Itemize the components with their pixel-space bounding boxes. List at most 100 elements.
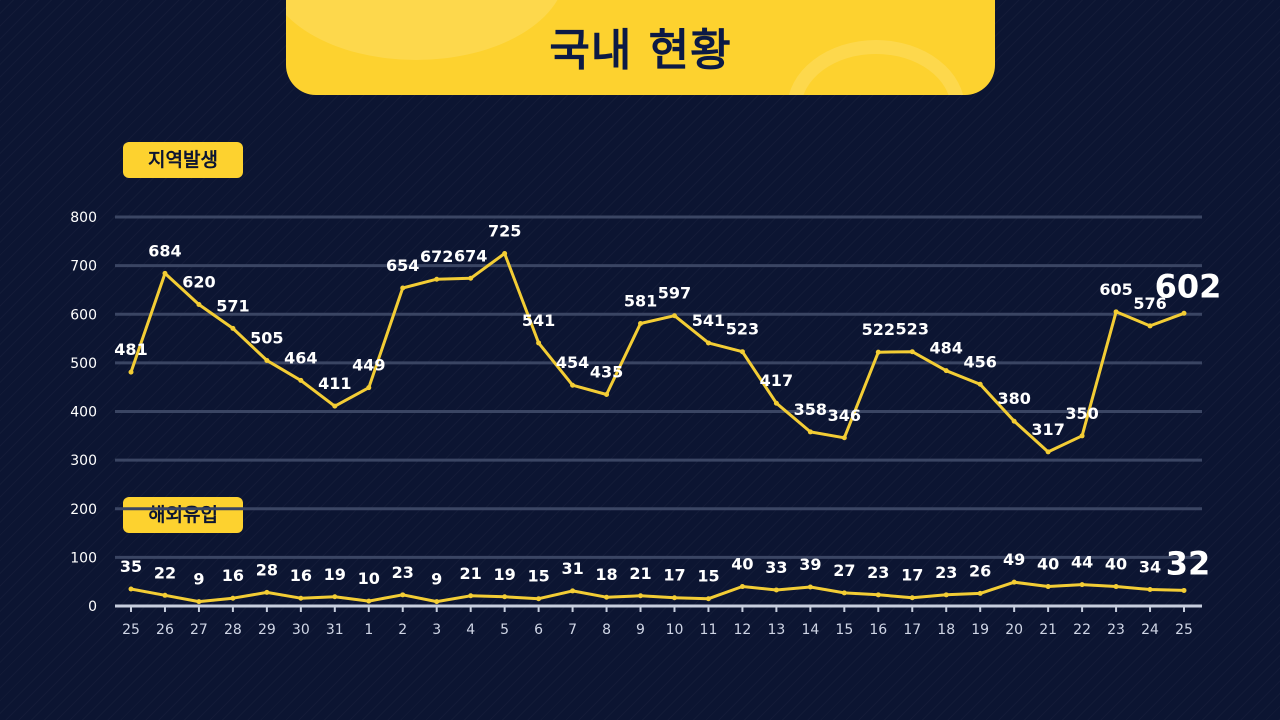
x-tick-label: 15 <box>835 622 853 638</box>
data-label: 597 <box>658 284 691 303</box>
data-point <box>536 340 542 346</box>
data-label: 35 <box>120 557 142 576</box>
x-tick-label: 10 <box>666 622 684 638</box>
data-point <box>739 584 745 590</box>
x-tick-label: 4 <box>466 622 475 638</box>
data-point <box>875 349 881 355</box>
data-point <box>366 598 372 604</box>
data-label: 9 <box>431 570 442 589</box>
data-label: 456 <box>963 352 996 371</box>
data-label: 346 <box>828 406 861 425</box>
data-point <box>400 285 406 291</box>
data-label: 44 <box>1071 553 1093 572</box>
data-label: 674 <box>454 246 487 265</box>
data-point <box>1011 579 1017 585</box>
data-point <box>264 589 270 595</box>
data-point <box>400 592 406 598</box>
data-label: 417 <box>760 371 793 390</box>
x-tick-label: 17 <box>903 622 921 638</box>
data-point <box>1113 309 1119 315</box>
data-point <box>943 592 949 598</box>
data-point <box>977 590 983 596</box>
data-point <box>638 593 644 599</box>
data-label: 33 <box>765 558 787 577</box>
data-label: 18 <box>595 565 617 584</box>
x-tick-label: 30 <box>292 622 310 638</box>
data-label: 571 <box>216 296 249 315</box>
data-label: 454 <box>556 353 589 372</box>
data-point <box>671 313 677 319</box>
data-point <box>128 586 134 592</box>
data-point <box>977 381 983 387</box>
data-point <box>807 429 813 435</box>
data-point <box>909 595 915 601</box>
data-label: 16 <box>290 566 312 585</box>
x-tick-label: 16 <box>869 622 887 638</box>
data-point <box>773 587 779 593</box>
tag-imported: 해외유입 <box>123 497 243 533</box>
x-tick-label: 6 <box>534 622 543 638</box>
data-label: 17 <box>901 566 923 585</box>
data-point <box>1079 582 1085 588</box>
data-label: 484 <box>930 339 963 358</box>
data-label: 40 <box>1037 555 1059 574</box>
title-banner: 국내 현황 <box>286 0 995 95</box>
data-label: 23 <box>935 563 957 582</box>
data-label: 541 <box>522 311 555 330</box>
data-point <box>434 599 440 605</box>
data-label: 576 <box>1133 294 1166 313</box>
data-point <box>298 377 304 383</box>
data-label: 523 <box>726 320 759 339</box>
data-point <box>570 588 576 594</box>
x-tick-label: 3 <box>432 622 441 638</box>
data-point <box>909 349 915 355</box>
data-point <box>230 325 236 331</box>
data-label: 505 <box>250 328 283 347</box>
y-tick-label: 300 <box>70 453 97 469</box>
data-label: 40 <box>1105 555 1127 574</box>
data-label-highlight: 32 <box>1166 544 1211 582</box>
y-tick-label: 700 <box>70 259 97 275</box>
data-label: 10 <box>358 569 380 588</box>
x-tick-label: 25 <box>1175 622 1193 638</box>
x-tick-label: 25 <box>122 622 140 638</box>
data-point <box>230 595 236 601</box>
data-label: 16 <box>222 566 244 585</box>
data-label: 23 <box>867 563 889 582</box>
data-point <box>739 349 745 355</box>
data-label: 350 <box>1065 404 1098 423</box>
data-point <box>196 599 202 605</box>
data-point <box>1113 584 1119 590</box>
x-tick-label: 1 <box>364 622 373 638</box>
data-point <box>1045 584 1051 590</box>
data-label: 581 <box>624 291 657 310</box>
data-point <box>264 357 270 363</box>
data-point <box>434 276 440 282</box>
x-tick-label: 28 <box>224 622 242 638</box>
data-point <box>1181 310 1187 316</box>
data-label: 523 <box>896 320 929 339</box>
data-label: 31 <box>561 559 583 578</box>
data-label: 358 <box>794 400 827 419</box>
data-label: 672 <box>420 247 453 266</box>
x-tick-label: 20 <box>1005 622 1023 638</box>
data-label: 23 <box>392 563 414 582</box>
x-tick-label: 29 <box>258 622 276 638</box>
x-tick-label: 27 <box>190 622 208 638</box>
data-point <box>570 382 576 388</box>
data-point <box>468 275 474 281</box>
data-point <box>773 400 779 406</box>
data-label: 15 <box>527 567 549 586</box>
data-point <box>128 369 134 375</box>
data-label: 19 <box>494 565 516 584</box>
data-point <box>162 270 168 276</box>
y-tick-label: 600 <box>70 307 97 323</box>
tag-local: 지역발생 <box>123 142 243 178</box>
data-point <box>1181 587 1187 593</box>
data-point <box>875 592 881 598</box>
x-tick-label: 24 <box>1141 622 1159 638</box>
y-tick-label: 0 <box>88 599 97 615</box>
data-label: 654 <box>386 256 419 275</box>
data-label: 49 <box>1003 550 1025 569</box>
